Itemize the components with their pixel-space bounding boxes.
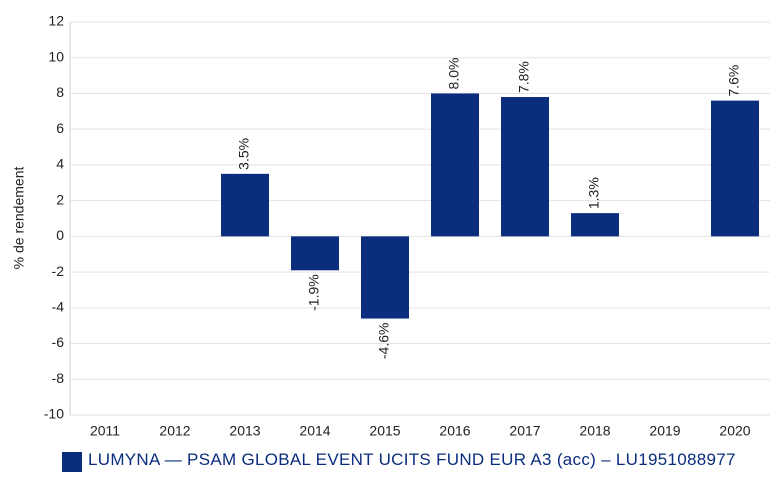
y-tick-label: 0: [56, 227, 64, 243]
x-tick-label: 2016: [439, 423, 470, 439]
legend: LUMYNA — PSAM GLOBAL EVENT UCITS FUND EU…: [62, 450, 742, 472]
data-label: 3.5%: [236, 138, 252, 170]
data-label: 1.3%: [586, 177, 602, 209]
bar: [431, 93, 479, 237]
x-tick-label: 2017: [509, 423, 540, 439]
legend-swatch: [62, 452, 82, 472]
y-tick-label: -4: [52, 299, 65, 315]
data-label: -4.6%: [376, 323, 392, 360]
y-tick-label: 4: [56, 156, 64, 172]
y-tick-label: -6: [52, 334, 65, 350]
chart: % de rendement -10 -8 -6 -4 -2 0 2 4 6 8 10 12 2011 2…: [11, 13, 770, 439]
y-tick-label: -10: [44, 406, 64, 422]
y-tick-label: 12: [48, 13, 64, 29]
x-tick-label: 2013: [229, 423, 260, 439]
legend-label: LUMYNA — PSAM GLOBAL EVENT UCITS FUND EU…: [88, 450, 736, 469]
x-tick-label: 2014: [299, 423, 330, 439]
bar: [571, 213, 619, 237]
x-tick-label: 2020: [719, 423, 750, 439]
y-tick-label: 10: [48, 48, 64, 64]
x-tick-label: 2012: [159, 423, 190, 439]
y-tick-label: 6: [56, 120, 64, 136]
bar: [291, 236, 339, 271]
y-tick-label: 8: [56, 84, 64, 100]
bar: [361, 236, 409, 319]
x-tick-label: 2011: [90, 423, 120, 439]
data-label: 8.0%: [446, 58, 462, 90]
data-label: 7.8%: [516, 61, 532, 93]
x-tick-label: 2019: [649, 423, 680, 439]
y-axis-label: % de rendement: [11, 167, 27, 270]
bar: [221, 173, 269, 237]
data-label: -1.9%: [306, 274, 322, 311]
y-tick-label: -8: [52, 370, 65, 386]
x-tick-label: 2015: [369, 423, 400, 439]
y-tick-label: 2: [56, 191, 64, 207]
y-tick-label: -2: [52, 263, 65, 279]
data-label: 7.6%: [726, 65, 742, 97]
bar: [711, 100, 759, 237]
x-tick-label: 2018: [579, 423, 610, 439]
bar: [501, 97, 549, 237]
